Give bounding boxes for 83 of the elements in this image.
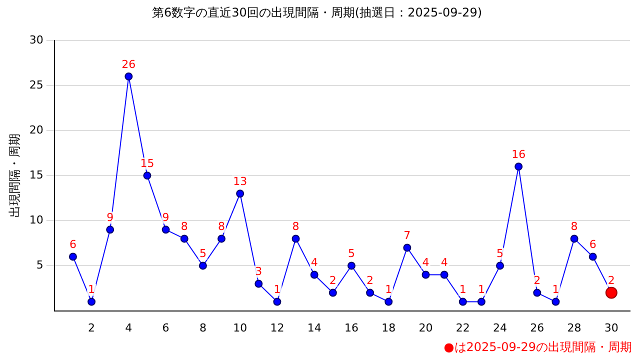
data-label: 3 bbox=[255, 265, 262, 278]
point bbox=[68, 252, 77, 261]
y-tick-label: 5 bbox=[36, 258, 44, 272]
data-label: 2 bbox=[329, 274, 336, 288]
x-tick-label: 22 bbox=[456, 321, 470, 334]
x-tick-label: 28 bbox=[567, 321, 582, 334]
point bbox=[533, 288, 542, 297]
data-label: 2 bbox=[608, 274, 615, 288]
data-label: 9 bbox=[162, 211, 170, 224]
point bbox=[143, 172, 152, 180]
y-axis-title: 出現間隔・周期 bbox=[7, 134, 22, 218]
point bbox=[254, 280, 263, 288]
y-tick-label: 25 bbox=[29, 78, 44, 92]
data-label: 5 bbox=[348, 247, 355, 260]
point bbox=[218, 234, 226, 243]
y-tick-label: 15 bbox=[29, 168, 44, 182]
text: ●は2025-09-29の出現間隔・周期 bbox=[444, 340, 632, 354]
point bbox=[496, 262, 504, 270]
data-label: 16 bbox=[512, 148, 526, 161]
point bbox=[292, 234, 300, 243]
x-tick-label: 10 bbox=[233, 321, 248, 334]
x-tick-label: 12 bbox=[270, 321, 284, 334]
point bbox=[162, 226, 170, 234]
point bbox=[570, 234, 578, 243]
point bbox=[88, 298, 96, 306]
data-label: 9 bbox=[106, 211, 114, 224]
data-label: 4 bbox=[422, 256, 430, 270]
x-tick-label: 24 bbox=[493, 321, 508, 334]
data-label: 1 bbox=[385, 283, 392, 296]
data-label: 1 bbox=[274, 283, 281, 296]
data-label: 1 bbox=[478, 283, 485, 296]
point bbox=[403, 244, 412, 252]
point bbox=[552, 298, 560, 306]
data-label: 15 bbox=[140, 156, 154, 170]
point bbox=[588, 252, 597, 261]
x-tick-label: 18 bbox=[382, 321, 396, 334]
x-tick-label: 30 bbox=[604, 321, 618, 334]
data-label: 2 bbox=[534, 274, 541, 288]
data-label: 8 bbox=[218, 220, 226, 234]
data-label: 8 bbox=[570, 220, 578, 234]
point bbox=[366, 288, 374, 297]
data-label: 26 bbox=[122, 58, 136, 71]
point bbox=[124, 72, 133, 80]
point bbox=[106, 226, 114, 234]
data-label: 1 bbox=[459, 283, 466, 296]
x-tick-label: 6 bbox=[162, 321, 170, 334]
data-label: 8 bbox=[180, 220, 188, 234]
point bbox=[180, 234, 188, 243]
point bbox=[347, 262, 356, 270]
x-tick-label: 16 bbox=[344, 321, 358, 334]
point bbox=[310, 270, 318, 279]
y-tick-label: 30 bbox=[29, 33, 44, 46]
chart-title: 第6数字の直近30回の出現間隔・周期(抽選日：2025-09-29) bbox=[152, 5, 482, 20]
x-tick-label: 2 bbox=[88, 321, 96, 334]
point bbox=[477, 298, 486, 306]
data-label: 1 bbox=[88, 283, 96, 296]
point bbox=[422, 270, 430, 279]
point bbox=[440, 270, 448, 279]
point bbox=[273, 298, 282, 306]
data-label: 6 bbox=[589, 238, 596, 252]
data-label: 8 bbox=[292, 220, 300, 234]
data-label: 5 bbox=[199, 247, 206, 260]
data-label: 7 bbox=[404, 229, 411, 242]
data-label: 13 bbox=[233, 174, 248, 188]
data-label: 5 bbox=[496, 247, 504, 260]
point bbox=[198, 262, 207, 270]
x-tick-label: 4 bbox=[125, 321, 132, 334]
point bbox=[514, 162, 523, 171]
point bbox=[384, 298, 393, 306]
data-label: 4 bbox=[310, 256, 318, 270]
point bbox=[236, 190, 244, 198]
point bbox=[328, 288, 337, 297]
data-label: 2 bbox=[366, 274, 374, 288]
x-tick-label: 20 bbox=[418, 321, 433, 334]
x-tick-label: 26 bbox=[530, 321, 544, 334]
x-tick-label: 8 bbox=[199, 321, 206, 334]
data-label: 1 bbox=[552, 283, 560, 296]
x-tick-label: 14 bbox=[307, 321, 322, 334]
y-tick-label: 20 bbox=[29, 123, 44, 136]
data-label: 6 bbox=[69, 238, 76, 252]
point bbox=[458, 298, 467, 306]
data-label: 4 bbox=[440, 256, 448, 270]
y-tick-label: 10 bbox=[29, 214, 44, 227]
